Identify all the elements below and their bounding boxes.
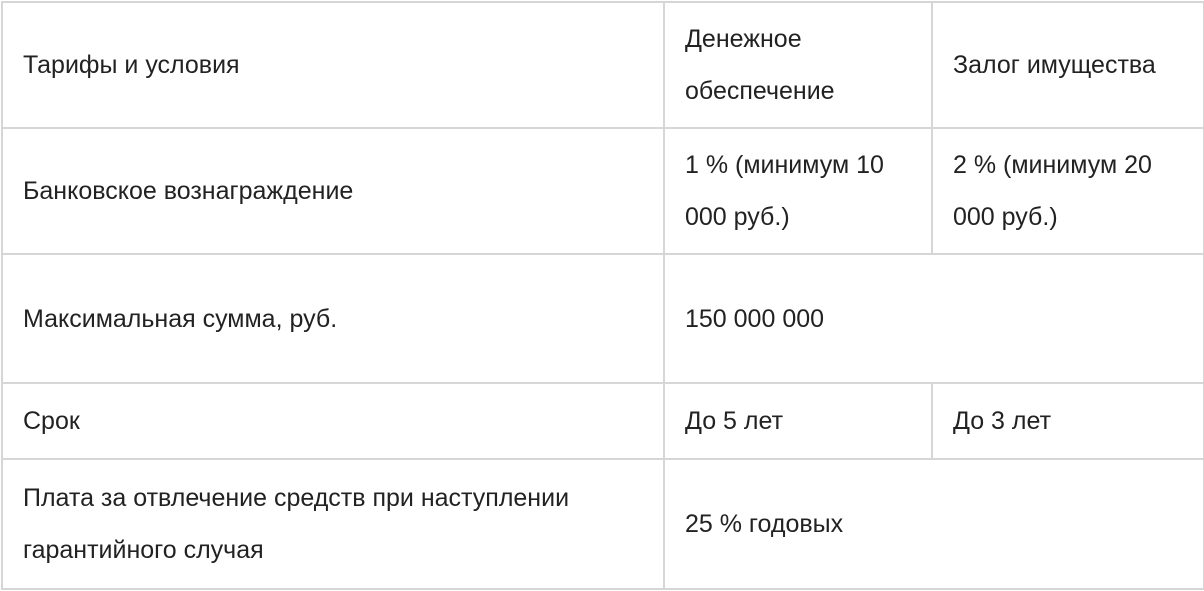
header-cell: Денежное обеспечение — [663, 1, 933, 129]
table-row: Срок До 5 лет До 3 лет — [1, 382, 1204, 460]
table-row: Банковское вознаграждение 1 % (минимум 1… — [1, 127, 1204, 255]
header-cell: Тарифы и условия — [1, 1, 665, 129]
cell-cash: 1 % (минимум 10 000 руб.) — [663, 127, 933, 255]
row-label: Банковское вознаграждение — [1, 127, 665, 255]
table-header-row: Тарифы и условия Денежное обеспечение За… — [1, 1, 1204, 129]
header-cell: Залог имущества — [931, 1, 1204, 129]
cell-cash: До 5 лет — [663, 382, 933, 460]
cell-both: 25 % годовых — [663, 458, 1204, 590]
table-row: Плата за отвлечение средств при наступле… — [1, 458, 1204, 590]
row-label: Срок — [1, 382, 665, 460]
cell-collateral: До 3 лет — [931, 382, 1204, 460]
cell-collateral: 2 % (минимум 20 000 руб.) — [931, 127, 1204, 255]
row-label: Плата за отвлечение средств при наступле… — [1, 458, 665, 590]
row-label: Максимальная сумма, руб. — [1, 253, 665, 384]
cell-both: 150 000 000 — [663, 253, 1204, 384]
table-row: Максимальная сумма, руб. 150 000 000 — [1, 253, 1204, 384]
